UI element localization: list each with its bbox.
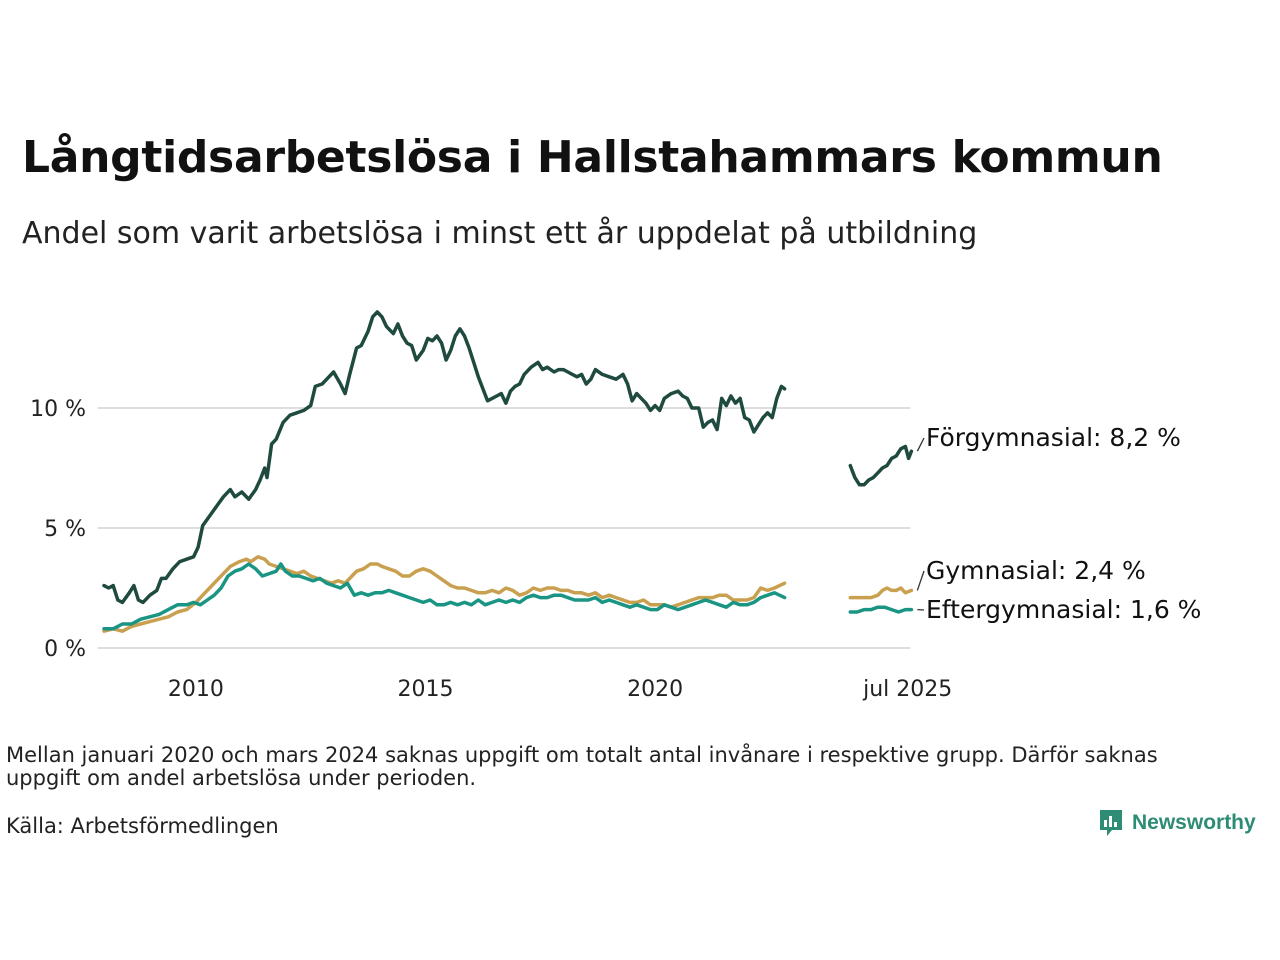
- series-line-eftergymnasial: [102, 562, 787, 631]
- x-tick-label: 2020: [627, 677, 683, 702]
- footnote: Mellan januari 2020 och mars 2024 saknas…: [6, 743, 1158, 790]
- series-line-gymnasial: [102, 555, 787, 633]
- y-axis-labels: 0 % 5 % 10 %: [30, 397, 86, 662]
- y-tick-label: 0 %: [44, 637, 86, 662]
- newsworthy-logo[interactable]: Newsworthy: [1098, 808, 1256, 838]
- brand-name: Newsworthy: [1132, 811, 1256, 834]
- chart-title: Långtidsarbetslösa i Hallstahammars komm…: [22, 132, 1163, 183]
- series-layer: [102, 310, 914, 633]
- newsworthy-logo-icon: [1100, 810, 1122, 836]
- x-axis-labels: 2010 2015 2020 jul 2025: [168, 677, 952, 702]
- label-connector: [916, 437, 925, 452]
- grid-layer: [98, 407, 910, 649]
- series-line-förgymnasial: [848, 444, 914, 487]
- series-line-eftergymnasial: [848, 605, 914, 614]
- line-chart: 0 % 5 % 10 % 2010 2015 2020 jul 2025 Förgymna…: [30, 310, 1201, 702]
- series-label: Eftergymnasial: 1,6 %: [926, 595, 1201, 624]
- series-labels: Förgymnasial: 8,2 % Gymnasial: 2,4 % Efter…: [916, 423, 1201, 624]
- series-line-förgymnasial: [102, 310, 787, 605]
- y-tick-label: 5 %: [44, 517, 86, 542]
- source-credit: Källa: Arbetsförmedlingen: [6, 814, 279, 838]
- x-tick-label: jul 2025: [862, 677, 952, 702]
- y-tick-label: 10 %: [30, 397, 86, 422]
- series-label: Gymnasial: 2,4 %: [926, 556, 1146, 585]
- series-label: Förgymnasial: 8,2 %: [926, 423, 1181, 452]
- series-line-gymnasial: [848, 586, 914, 600]
- chart-subtitle: Andel som varit arbetslösa i minst ett å…: [22, 216, 978, 251]
- label-connector: [916, 570, 925, 591]
- x-tick-label: 2015: [397, 677, 453, 702]
- x-tick-label: 2010: [168, 677, 224, 702]
